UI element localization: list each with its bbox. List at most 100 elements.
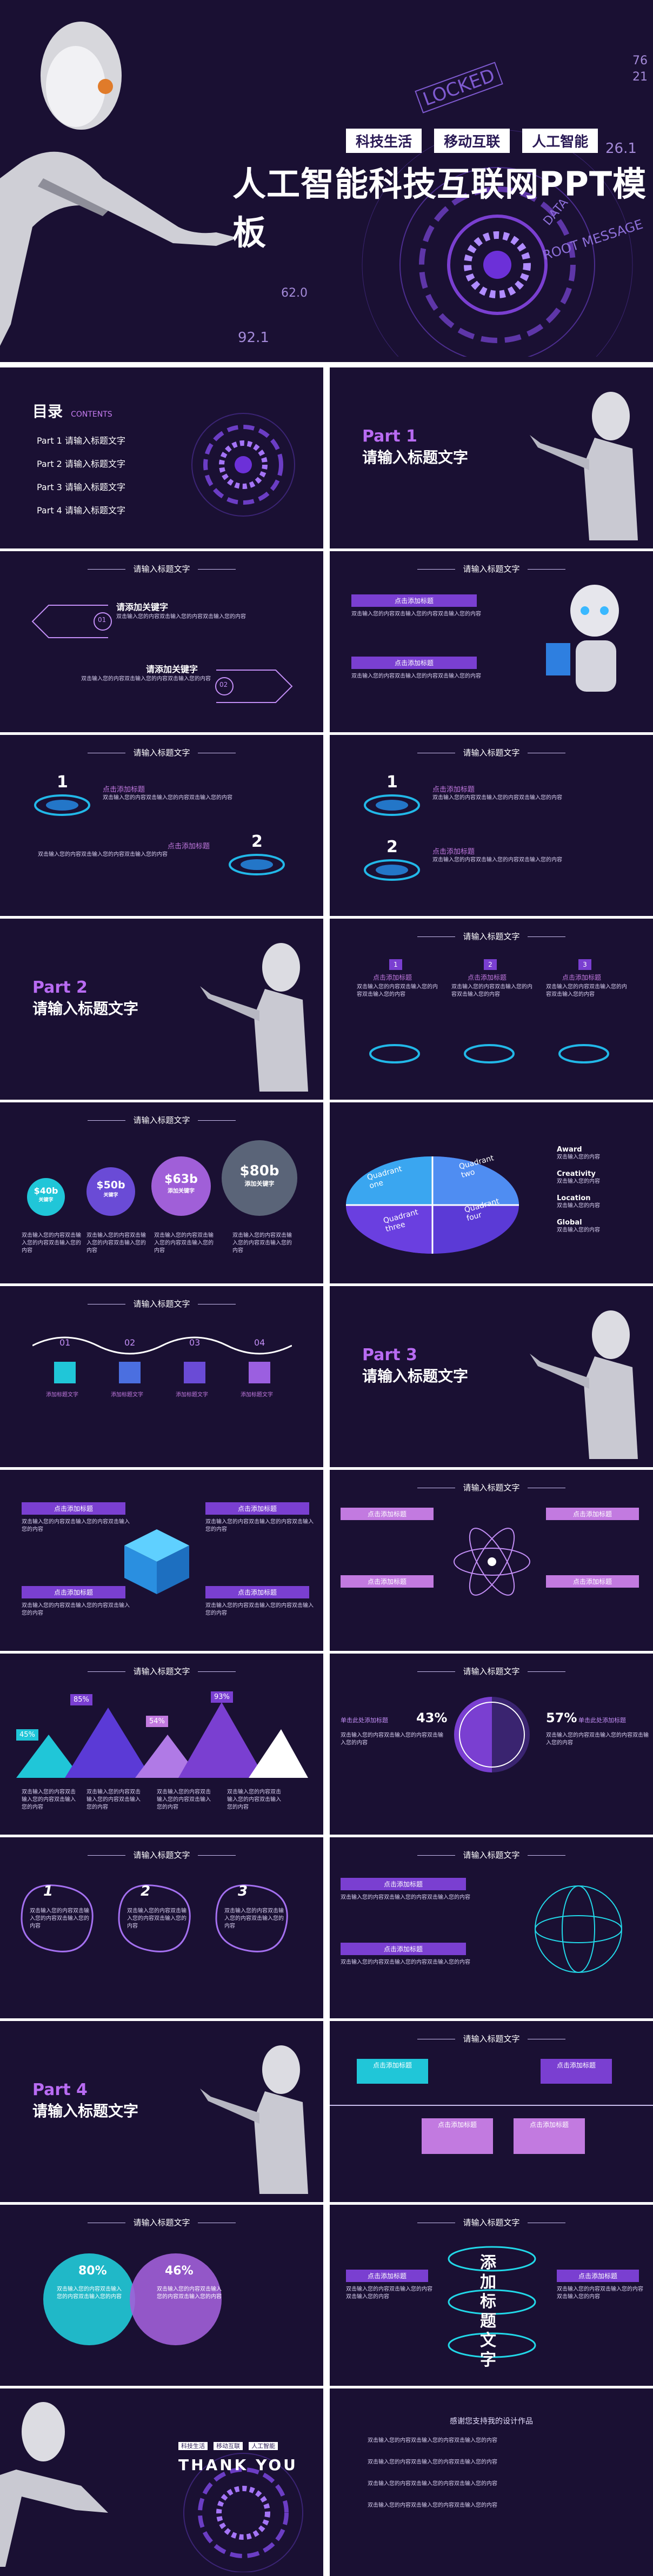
gender-right-value: 57%: [546, 1710, 577, 1725]
keyword-text: 双击输入您的内容双击输入您的内容双击输入您的内容: [116, 614, 246, 620]
robot-figure: [0, 22, 238, 346]
circles-slide: 请输入标题文字 $40b 关键字 $50b 关键字 $63b 添加关键字 $80b 添加…: [0, 1102, 323, 1283]
thanks-title: THANK YOU: [178, 2456, 298, 2474]
body-text: 双击输入您的内容双击输入您的内容双击输入您的内容: [157, 1789, 211, 1810]
blob-number: 1: [43, 1883, 54, 1899]
toc-item[interactable]: Part 2 请输入标题文字: [37, 459, 125, 469]
toc-item[interactable]: Part 1 请输入标题文字: [37, 436, 125, 446]
robot-figure: [200, 943, 308, 1092]
click-title[interactable]: 点击添加标题: [22, 1502, 125, 1515]
body-text: 双击输入您的内容双击输入您的内容双击输入您的内容: [451, 984, 532, 998]
col-number: 1: [389, 959, 402, 970]
legend-item: Award 双击输入您的内容: [557, 1146, 600, 1160]
body-text: 双击输入您的内容双击输入您的内容双击输入您的内容: [341, 1959, 470, 1965]
click-title[interactable]: 点击添加标题: [22, 1586, 125, 1598]
body-text: 双击输入您的内容双击输入您的内容双击输入您的内容: [86, 1789, 141, 1810]
body-text: 双击输入您的内容双击输入您的内容双击输入您的内容: [432, 857, 562, 863]
pedestal-graphic: [364, 794, 420, 816]
step-number: 2: [387, 838, 398, 857]
gender-right-label: 单击此处添加标题: [578, 1717, 626, 1724]
hud-num-3: 26.1: [605, 140, 637, 157]
click-title[interactable]: 点击添加标题: [422, 2118, 493, 2154]
body-text: 双击输入您的内容双击输入您的内容双击输入您的内容: [232, 1233, 292, 1254]
click-title[interactable]: 点击添加标题: [557, 2270, 639, 2282]
slide-header: 请输入标题文字: [330, 2217, 653, 2228]
click-title[interactable]: 点击添加标题: [341, 1878, 466, 1890]
triangle-slide: 请输入标题文字 45% 85% 54% 93% 双击输入您的内容双击输入您的内容…: [0, 1654, 323, 1835]
click-title[interactable]: 点击添加标题: [546, 1575, 639, 1588]
click-title[interactable]: 点击添加标题: [432, 848, 475, 856]
cylinder-graphic: [448, 2246, 536, 2358]
toc-slide: 目录 CONTENTS Part 1 请输入标题文字 Part 2 请输入标题文…: [0, 367, 323, 548]
body-text: 双击输入您的内容双击输入您的内容双击输入您的内容: [22, 1519, 130, 1533]
click-title[interactable]: 点击添加标题: [562, 974, 602, 981]
click-title[interactable]: 点击添加标题: [341, 1943, 466, 1955]
slide-header: 请输入标题文字: [330, 1665, 653, 1677]
robot-card-slide: 请输入标题文字 点击添加标题 双击输入您的内容双击输入您的内容双击输入您的内容 …: [330, 551, 653, 732]
robot-figure: [530, 392, 638, 540]
atom-graphic: [454, 1528, 530, 1596]
click-title[interactable]: 点击添加标题: [541, 2059, 612, 2084]
slide-header: 请输入标题文字: [0, 2217, 323, 2228]
body-text: 双击输入您的内容双击输入您的内容双击输入您的内容: [341, 1895, 470, 1901]
click-title[interactable]: 点击添加标题: [341, 1575, 434, 1588]
numbered-slide: 请输入标题文字 1 2 3 双击输入您的内容双击输入您的内容双击输入您的内容 双…: [0, 1837, 323, 2018]
col-number: 2: [484, 959, 497, 970]
hud-graphic: [183, 2453, 303, 2572]
pie-slide: 请输入标题文字 80% 46% 双击输入您的内容双击输入您的内容双击输入您的内容…: [0, 2205, 323, 2386]
click-title[interactable]: 点击添加标题: [468, 974, 507, 981]
pie-value: 46%: [165, 2264, 194, 2278]
click-title[interactable]: 点击添加标题: [205, 1502, 309, 1515]
cover-tag: 人工智能: [522, 129, 598, 153]
body-text: 双击输入您的内容双击输入您的内容双击输入您的内容: [432, 795, 562, 801]
three-col-slide: 请输入标题文字 1 2 3 点击添加标题 点击添加标题 点击添加标题 双击输入您…: [330, 919, 653, 1100]
click-title[interactable]: 点击添加标题: [346, 2270, 428, 2282]
timeline-num: 02: [124, 1337, 136, 1348]
copyright-text: 双击输入您的内容双击输入您的内容双击输入您的内容: [368, 2503, 497, 2508]
hud-graphic: [191, 413, 295, 517]
toc-item[interactable]: Part 3 请输入标题文字: [37, 482, 125, 492]
click-title[interactable]: 点击添加标题: [373, 974, 412, 981]
triangle-value: 85%: [70, 1694, 92, 1705]
step-number: 1: [57, 773, 68, 792]
click-title[interactable]: 点击添加标题: [168, 842, 210, 851]
hud-num-1: 92.1: [238, 330, 269, 346]
part-title: Part 2 请输入标题文字: [32, 978, 139, 1018]
pedestal-slide: 请输入标题文字 1 2 点击添加标题 双击输入您的内容双击输入您的内容双击输入您…: [330, 735, 653, 916]
toc-item[interactable]: Part 4 请输入标题文字: [37, 505, 125, 516]
click-title[interactable]: 点击添加标题: [351, 594, 477, 607]
click-title[interactable]: 点击添加标题: [341, 1508, 434, 1520]
part3-slide: Part 3 请输入标题文字: [330, 1286, 653, 1467]
value-circle: $40b 关键字: [27, 1178, 65, 1216]
cube-slide: 点击添加标题 双击输入您的内容双击输入您的内容双击输入您的内容 点击添加标题 双…: [0, 1470, 323, 1651]
flow-line: [330, 2105, 653, 2106]
keyword-title: 请添加关键字: [116, 602, 169, 612]
copyright-text: 双击输入您的内容双击输入您的内容双击输入您的内容: [368, 2438, 497, 2444]
copyright-text: 双击输入您的内容双击输入您的内容双击输入您的内容: [368, 2459, 497, 2465]
click-title[interactable]: 点击添加标题: [205, 1586, 309, 1598]
body-text: 双击输入您的内容双击输入您的内容双击输入您的内容: [154, 1233, 214, 1254]
click-title[interactable]: 点击添加标题: [357, 2059, 428, 2084]
part-title: Part 4 请输入标题文字: [32, 2080, 139, 2120]
click-title[interactable]: 点击添加标题: [103, 786, 145, 794]
timeline-label: 添加标题文字: [111, 1392, 143, 1398]
timeline-slide: 请输入标题文字 01 02 03 04 添加标题文字 添加标题文字 添加标题文字…: [0, 1286, 323, 1467]
body-text: 双击输入您的内容双击输入您的内容双击输入您的内容: [557, 2286, 643, 2300]
slide-header: 请输入标题文字: [330, 563, 653, 574]
slide-header: 请输入标题文字: [330, 931, 653, 942]
legend-item: Location 双击输入您的内容: [557, 1194, 600, 1209]
timeline-icon: [119, 1362, 141, 1383]
cover-slide: LOCKED ROOT MESSAGE DATA 92.1 62.0 26.1 …: [0, 0, 653, 362]
part-title: Part 1 请输入标题文字: [362, 427, 469, 466]
value-circle: $63b 添加关键字: [151, 1156, 211, 1216]
click-title[interactable]: 点击添加标题: [432, 786, 475, 794]
gender-ring: [454, 1697, 530, 1772]
slide-header: 请输入标题文字: [330, 2033, 653, 2044]
click-title[interactable]: 点击添加标题: [351, 657, 477, 669]
body-text: 双击输入您的内容双击输入您的内容双击输入您的内容: [224, 1908, 284, 1929]
step-number: 01: [98, 616, 106, 624]
click-title[interactable]: 点击添加标题: [546, 1508, 639, 1520]
body-text: 双击输入您的内容双击输入您的内容双击输入您的内容: [38, 852, 168, 858]
click-title[interactable]: 点击添加标题: [514, 2118, 585, 2154]
robot-figure: [0, 2402, 108, 2567]
